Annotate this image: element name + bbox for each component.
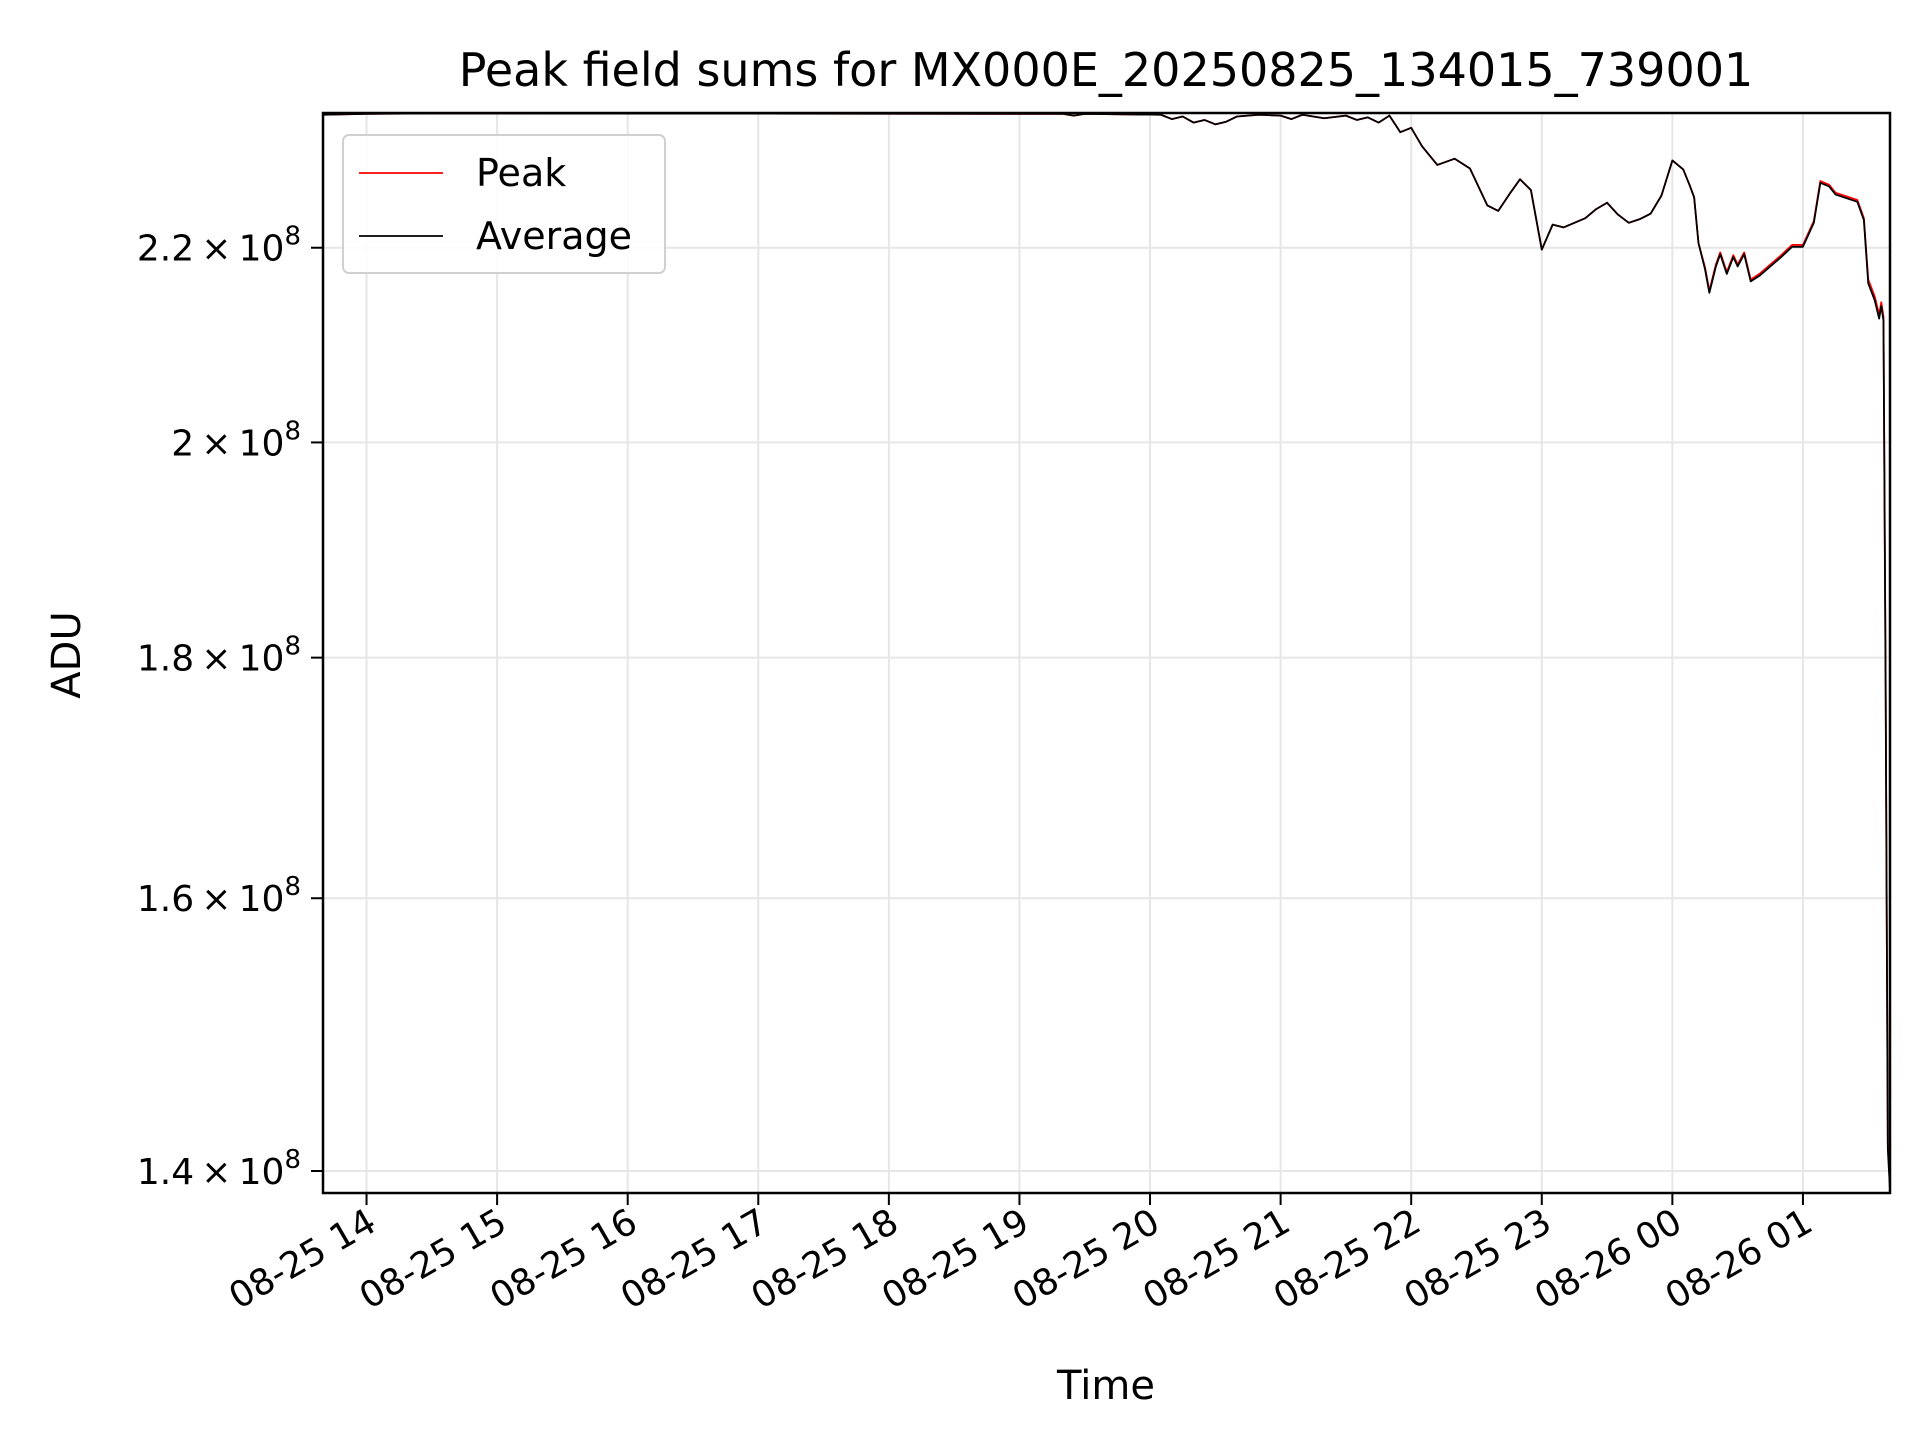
series-layer (323, 113, 1890, 1191)
grid (323, 113, 1890, 1193)
y-axis-ticks: 1.4 × 108 1.6 × 108 1.8 × 108 2 × 108 2.2 × … (137, 222, 323, 1193)
y-tick-label: 1.6 × 108 (137, 872, 301, 920)
y-tick-label: 1.4 × 108 (137, 1145, 301, 1193)
y-tick-label: 1.8 × 108 (137, 632, 301, 680)
y-tick-label: 2.2 × 108 (137, 222, 301, 270)
legend-label-average: Average (476, 214, 632, 258)
legend-label-peak: Peak (476, 151, 566, 195)
x-axis-label: Time (1056, 1363, 1155, 1409)
chart-title: Peak field sums for MX000E_20250825_1340… (459, 43, 1754, 97)
legend-box (342, 134, 666, 274)
legend: Peak Average (342, 134, 666, 274)
plot-frame (321, 111, 1892, 1195)
y-tick-label: 2 × 108 (171, 416, 301, 464)
series-line-average (323, 113, 1890, 1191)
y-axis-label: ADU (44, 611, 90, 698)
